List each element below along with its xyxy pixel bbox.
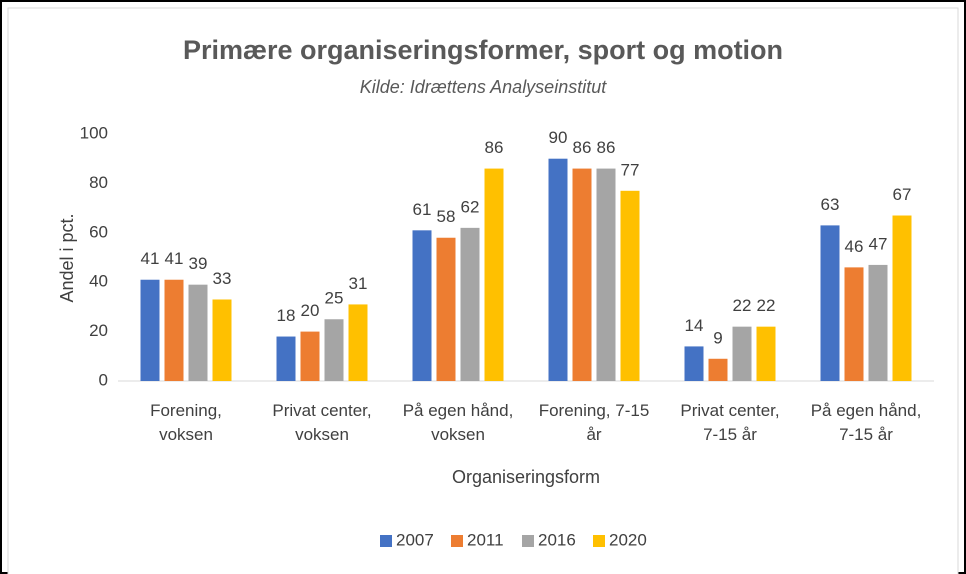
bar — [212, 299, 232, 381]
x-tick-label: På egen hånd, 7-15 år — [811, 401, 922, 444]
legend-swatch — [593, 535, 605, 547]
data-label: 62 — [461, 197, 480, 216]
data-label: 25 — [325, 289, 344, 308]
data-label: 47 — [869, 234, 888, 253]
bar — [684, 346, 704, 381]
data-label: 14 — [685, 316, 704, 335]
bar — [732, 326, 752, 381]
bar — [596, 168, 616, 381]
bar — [348, 304, 368, 381]
data-label: 22 — [733, 296, 752, 315]
bar — [892, 215, 912, 381]
legend-swatch — [451, 535, 463, 547]
data-label: 86 — [597, 138, 616, 157]
bar — [164, 279, 184, 381]
data-label: 31 — [349, 274, 368, 293]
data-label: 33 — [213, 269, 232, 288]
y-tick-label: 20 — [89, 321, 108, 340]
data-label: 20 — [301, 301, 320, 320]
legend-label: 2011 — [467, 530, 504, 549]
y-axis-label: Andel i pct. — [57, 213, 77, 302]
legend-swatch — [380, 535, 392, 547]
data-label: 39 — [189, 254, 208, 273]
bar — [188, 284, 208, 381]
data-label: 67 — [893, 185, 912, 204]
bar — [460, 227, 480, 381]
data-label: 61 — [413, 200, 432, 219]
bar — [484, 168, 504, 381]
x-tick-label: På egen hånd, voksen — [403, 401, 514, 444]
data-label: 86 — [573, 138, 592, 157]
data-label: 77 — [621, 160, 640, 179]
bar — [820, 225, 840, 381]
y-tick-label: 40 — [89, 272, 108, 291]
data-label: 86 — [485, 138, 504, 157]
bar — [276, 336, 296, 381]
bar — [324, 319, 344, 381]
data-label: 46 — [845, 237, 864, 256]
data-label: 63 — [821, 195, 840, 214]
legend-label: 2020 — [609, 530, 647, 549]
bar — [140, 279, 160, 381]
y-tick-label: 80 — [89, 173, 108, 192]
bar — [572, 168, 592, 381]
bar — [756, 326, 776, 381]
legend-swatch — [522, 535, 534, 547]
y-tick-label: 60 — [89, 222, 108, 241]
bar — [620, 190, 640, 381]
data-label: 41 — [141, 249, 160, 268]
x-axis-label: Organiseringsform — [452, 467, 600, 487]
x-tick-label: Privat center, voksen — [272, 401, 371, 444]
y-tick-label: 0 — [99, 370, 108, 389]
bar — [708, 358, 728, 381]
bar — [412, 230, 432, 381]
data-label: 9 — [713, 328, 722, 347]
bar — [868, 264, 888, 381]
x-tick-label: Privat center, 7-15 år — [680, 401, 779, 444]
chart-subtitle: Kilde: Idrættens Analyseinstitut — [360, 77, 607, 97]
x-tick-label: Forening, 7-15 år — [539, 401, 650, 444]
data-label: 58 — [437, 207, 456, 226]
x-tick-label: Forening, voksen — [150, 401, 222, 444]
y-tick-label: 100 — [80, 123, 108, 142]
legend-label: 2016 — [538, 530, 576, 549]
data-label: 22 — [757, 296, 776, 315]
bar — [548, 158, 568, 381]
data-label: 18 — [277, 306, 296, 325]
bar — [436, 237, 456, 381]
data-label: 90 — [549, 128, 568, 147]
chart-title: Primære organiseringsformer, sport og mo… — [183, 35, 783, 65]
bar — [844, 267, 864, 381]
bar — [300, 331, 320, 381]
data-label: 41 — [165, 249, 184, 268]
legend-label: 2007 — [396, 530, 434, 549]
